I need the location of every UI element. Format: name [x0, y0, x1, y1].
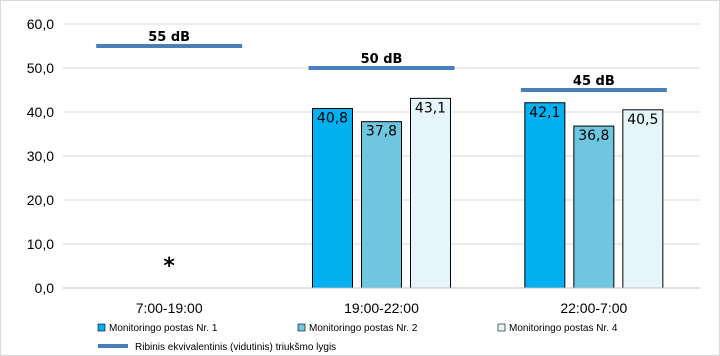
bars	[312, 97, 664, 289]
category-label: 19:00-22:00	[344, 300, 419, 316]
data-label: 42,1	[529, 105, 560, 121]
category-label: 7:00-19:00	[136, 300, 203, 316]
legend: Monitoringo postas Nr. 1 Monitoringo post…	[97, 323, 618, 353]
no-data-asterisk: *	[163, 254, 175, 279]
limit-label: 50 dB	[361, 52, 403, 67]
bar	[312, 107, 353, 289]
legend-swatch	[97, 323, 106, 332]
legend-label: Monitoringo postas Nr. 4	[509, 323, 618, 334]
category-label: 22:00-7:00	[560, 300, 627, 316]
limit-label: 55 dB	[148, 30, 190, 45]
y-tick-label: 60,0	[27, 16, 54, 32]
data-label: 37,8	[366, 124, 397, 140]
data-label: 40,8	[317, 110, 348, 126]
x-axis-categories: 7:00-19:00 19:00-22:00 22:00-7:00	[136, 300, 628, 316]
bar	[573, 125, 615, 289]
data-label: 43,1	[415, 100, 446, 116]
legend-label: Monitoringo postas Nr. 1	[109, 323, 218, 334]
y-tick-label: 50,0	[27, 60, 54, 76]
bar	[410, 97, 451, 289]
bar	[524, 102, 566, 289]
legend-label: Ribinis ekvivalentinis (vidutinis) triuk…	[135, 342, 336, 353]
legend-label: Monitoringo postas Nr. 2	[309, 323, 418, 334]
data-label: 40,5	[627, 112, 658, 128]
legend-swatch	[297, 323, 306, 332]
y-axis-ticks: 0,0 10,0 20,0 30,0 40,0 50,0 60,0	[27, 16, 54, 296]
limit-lines: 55 dB 50 dB 45 dB	[96, 30, 667, 92]
bar	[361, 121, 402, 289]
y-tick-label: 0,0	[35, 280, 55, 296]
y-tick-label: 20,0	[27, 192, 54, 208]
legend-swatch	[497, 323, 506, 332]
data-labels: 40,8 42,1 37,8 36,8 43,1 40,5	[317, 100, 659, 144]
data-label: 36,8	[578, 128, 609, 144]
y-tick-label: 30,0	[27, 148, 54, 164]
limit-label: 45 dB	[573, 74, 615, 89]
y-tick-label: 10,0	[27, 236, 54, 252]
bar	[622, 109, 664, 289]
y-tick-label: 40,0	[27, 104, 54, 120]
